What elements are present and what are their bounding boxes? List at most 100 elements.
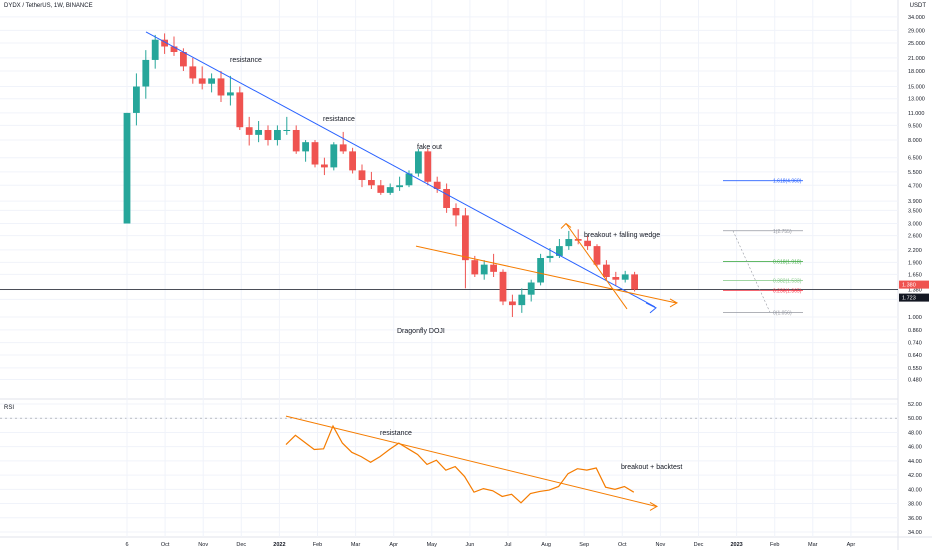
- candle-body: [537, 258, 544, 283]
- candle-body: [330, 144, 338, 168]
- candle-body: [612, 277, 620, 280]
- time-tick-label: 2022: [273, 542, 285, 548]
- rsi-tick-label: 38.00: [908, 502, 922, 508]
- fib-level-label: 0.236(1.365): [773, 289, 802, 295]
- candle-body: [621, 274, 629, 280]
- candle-body: [123, 112, 131, 224]
- resistance-trendline: [145, 31, 656, 308]
- rsi-tick-label: 50.00: [908, 416, 922, 422]
- price-tick-label: 21.000: [908, 56, 925, 62]
- annotation-rsi-breakout: breakout + backtest: [621, 464, 682, 471]
- candle-body: [217, 78, 225, 96]
- candle-body: [518, 294, 526, 306]
- annotations: resistance resistance fake out breakout …: [230, 57, 682, 471]
- candle-body: [321, 164, 328, 168]
- candle-body: [490, 264, 497, 272]
- price-tick-label: 0.480: [908, 377, 922, 383]
- candle-body: [170, 46, 178, 53]
- fib-level-label: 0.618(1.918): [773, 260, 802, 266]
- price-tick-label: 3.900: [908, 199, 922, 205]
- rsi-tick-label: 44.00: [908, 459, 922, 465]
- chart-title: DYDX / TetherUS, 1W, BINANCE: [4, 3, 93, 9]
- candle-body: [358, 170, 366, 181]
- time-tick-label: Mar: [808, 542, 818, 548]
- candle-body: [433, 181, 441, 189]
- rsi-tick-label: 46.00: [908, 445, 922, 451]
- price-badge-line: 1.723: [902, 296, 916, 302]
- time-tick-label: Nov: [656, 542, 666, 548]
- candle-body: [189, 66, 197, 79]
- support-trendline: [415, 245, 677, 304]
- price-tick-label: 1.650: [908, 272, 922, 278]
- price-tick-label: 0.550: [908, 366, 922, 372]
- price-tick-label: 11.000: [908, 111, 924, 117]
- time-tick-label: 6: [125, 542, 128, 548]
- annotation-fake-out: fake out: [417, 144, 442, 151]
- candle-body: [443, 188, 450, 208]
- price-tick-label: 1.000: [908, 315, 922, 321]
- price-tick-label: 6.500: [908, 156, 922, 162]
- support-arrowhead: [669, 298, 679, 308]
- candle-body: [386, 187, 394, 193]
- price-tick-label: 0.640: [908, 353, 922, 359]
- price-tick-label: 34.000: [908, 15, 925, 21]
- candle-body: [584, 240, 591, 247]
- price-tick-label: 2.200: [908, 248, 922, 254]
- trendline-arrowhead: [645, 302, 657, 314]
- candle-body: [377, 185, 385, 193]
- rsi-arrowhead: [649, 501, 659, 511]
- price-tick-label: 1.380: [908, 288, 922, 294]
- candle-body: [631, 274, 638, 290]
- rsi-tick-label: 40.00: [908, 487, 922, 493]
- candle-body: [227, 92, 234, 96]
- candle-body: [593, 246, 601, 265]
- time-tick-label: 2023: [730, 542, 742, 548]
- price-tick-label: 3.000: [908, 222, 922, 228]
- candle-body: [546, 255, 554, 259]
- fib-level-label: 0(1.056): [773, 310, 792, 316]
- time-tick-label: Apr: [389, 542, 398, 548]
- annotation-dragonfly: Dragonfly DOJI: [397, 328, 445, 335]
- candle-body: [180, 52, 187, 67]
- rsi-pane-label: RSI: [4, 405, 15, 411]
- time-tick-label: Jun: [465, 542, 474, 548]
- candle-body: [480, 264, 488, 275]
- candle-body: [527, 282, 535, 295]
- price-tick-label: 29.000: [908, 28, 925, 34]
- candle-body: [208, 78, 215, 84]
- time-tick-label: Mar: [351, 542, 361, 548]
- rsi-tick-label: 48.00: [908, 430, 922, 436]
- candle-body: [565, 239, 573, 247]
- price-tick-label: 18.000: [908, 69, 925, 75]
- price-tick-label: 2.600: [908, 234, 922, 240]
- price-tick-label: 3.500: [908, 208, 922, 214]
- annotation-resistance-1: resistance: [230, 57, 262, 64]
- candle-body: [499, 271, 507, 302]
- wedge-arrowhead: [560, 222, 572, 229]
- candle-body: [283, 129, 291, 131]
- rsi-series-line: [285, 424, 635, 504]
- fib-level-label: 0.382(1.533): [773, 279, 802, 285]
- candle-body: [133, 86, 140, 113]
- rsi-resistance-trendline: [285, 415, 657, 507]
- annotation-rsi-resistance: resistance: [380, 430, 412, 437]
- price-tick-label: 4.700: [908, 183, 922, 189]
- price-tick-label: 13.000: [908, 97, 925, 103]
- candle-body: [424, 151, 432, 182]
- candle-body: [415, 151, 422, 174]
- candle-body: [311, 142, 319, 165]
- annotation-breakout-wedge: breakout + falling wedge: [584, 232, 660, 239]
- candle-body: [264, 129, 272, 141]
- candle-body: [349, 151, 356, 171]
- candle-body: [452, 207, 460, 216]
- candle-body: [198, 78, 206, 84]
- candle-body: [471, 260, 479, 275]
- rsi-tick-label: 34.00: [908, 530, 922, 536]
- candle-body: [292, 129, 300, 152]
- candle-body: [302, 142, 309, 152]
- candle-body: [142, 59, 150, 87]
- time-tick-label: Apr: [847, 542, 856, 548]
- candle-body: [274, 129, 281, 141]
- wedge-line: [565, 223, 628, 310]
